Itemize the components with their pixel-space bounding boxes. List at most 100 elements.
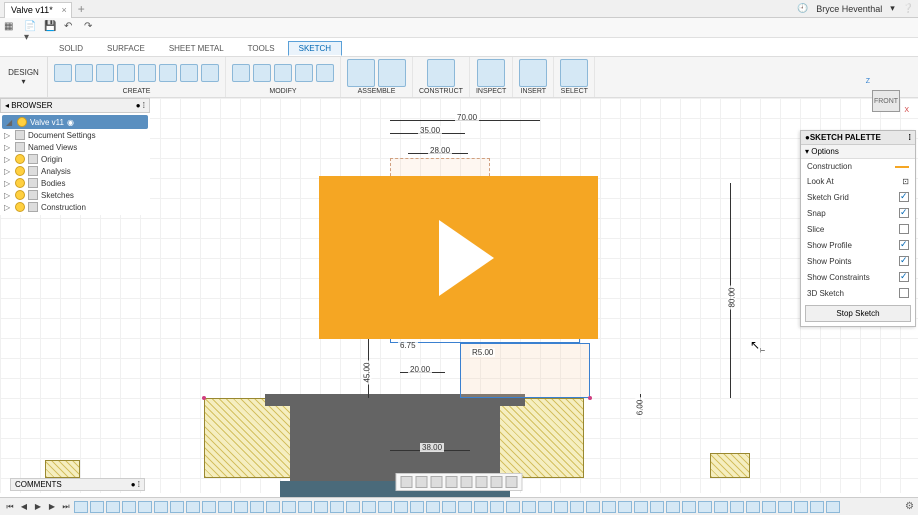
tree-item[interactable]: ▷Bodies — [2, 177, 148, 189]
timeline-feature[interactable] — [218, 501, 232, 513]
polygon-tool-icon[interactable] — [138, 64, 156, 82]
visibility-bulb-icon[interactable] — [15, 202, 25, 212]
lookat-icon[interactable]: ⊡ — [902, 177, 909, 186]
tree-item[interactable]: ▷Named Views — [2, 141, 148, 153]
cube-front-face[interactable]: FRONT — [872, 90, 900, 112]
dimension[interactable]: 28.00 — [428, 146, 452, 155]
dimension[interactable]: 35.00 — [418, 126, 442, 135]
tab-add-icon[interactable]: + — [72, 2, 91, 16]
timeline-feature[interactable] — [570, 501, 584, 513]
tree-toggle-icon[interactable]: ◢ — [6, 118, 14, 127]
tab-sketch[interactable]: SKETCH — [288, 41, 342, 56]
dimension[interactable]: 45.00 — [363, 360, 372, 384]
offset-tool-icon[interactable] — [295, 64, 313, 82]
palette-option-row[interactable]: Show Constraints — [801, 269, 915, 285]
tab-sheetmetal[interactable]: SHEET METAL — [158, 41, 235, 56]
timeline-feature[interactable] — [634, 501, 648, 513]
tab-tools[interactable]: TOOLS — [237, 41, 286, 56]
extend-tool-icon[interactable] — [274, 64, 292, 82]
timeline-feature[interactable] — [74, 501, 88, 513]
comments-settings-icon[interactable]: ● ⁞ — [131, 480, 140, 489]
timeline-feature[interactable] — [458, 501, 472, 513]
timeline-feature[interactable] — [266, 501, 280, 513]
redo-icon[interactable]: ↷ — [84, 21, 98, 35]
palette-section[interactable]: ▾ Options — [801, 145, 915, 159]
text-tool-icon[interactable] — [201, 64, 219, 82]
sketch-point[interactable] — [202, 396, 206, 400]
checkbox[interactable] — [899, 208, 909, 218]
timeline-feature[interactable] — [554, 501, 568, 513]
view-cube[interactable]: Z FRONT X — [866, 80, 906, 120]
select-icon[interactable] — [560, 59, 588, 87]
trim-tool-icon[interactable] — [253, 64, 271, 82]
timeline-feature[interactable] — [586, 501, 600, 513]
move-tool-icon[interactable] — [316, 64, 334, 82]
timeline-feature[interactable] — [106, 501, 120, 513]
palette-option-row[interactable]: Look At⊡ — [801, 174, 915, 189]
dimension[interactable]: 6.75 — [398, 341, 418, 350]
joint-icon[interactable] — [378, 59, 406, 87]
timeline-feature[interactable] — [602, 501, 616, 513]
timeline-feature[interactable] — [346, 501, 360, 513]
timeline-feature[interactable] — [618, 501, 632, 513]
tree-item[interactable]: ▷Analysis — [2, 165, 148, 177]
timeline-feature[interactable] — [522, 501, 536, 513]
timeline-feature[interactable] — [442, 501, 456, 513]
inspect-icon[interactable] — [477, 59, 505, 87]
line-tool-icon[interactable] — [54, 64, 72, 82]
timeline-feature[interactable] — [410, 501, 424, 513]
video-play-overlay[interactable] — [319, 176, 598, 339]
tree-item[interactable]: ▷Construction — [2, 201, 148, 213]
timeline-feature[interactable] — [170, 501, 184, 513]
timeline-feature[interactable] — [810, 501, 824, 513]
timeline-feature[interactable] — [250, 501, 264, 513]
visibility-bulb-icon[interactable] — [17, 117, 27, 127]
timeline-feature[interactable] — [490, 501, 504, 513]
timeline-feature[interactable] — [698, 501, 712, 513]
viewport-icon[interactable] — [506, 476, 518, 488]
palette-option-row[interactable]: Show Profile — [801, 237, 915, 253]
sketch-point[interactable] — [588, 396, 592, 400]
stop-sketch-button[interactable]: Stop Sketch — [805, 305, 911, 322]
visibility-bulb-icon[interactable] — [15, 190, 25, 200]
checkbox[interactable] — [899, 272, 909, 282]
timeline-feature[interactable] — [506, 501, 520, 513]
palette-option-row[interactable]: Slice — [801, 221, 915, 237]
timeline-play-icon[interactable]: ▶ — [32, 501, 44, 513]
checkbox[interactable] — [899, 192, 909, 202]
point-tool-icon[interactable] — [180, 64, 198, 82]
data-panel-icon[interactable]: ▦ — [4, 21, 18, 35]
save-icon[interactable]: 💾 — [44, 21, 58, 35]
timeline-feature[interactable] — [474, 501, 488, 513]
timeline-feature[interactable] — [538, 501, 552, 513]
rect-tool-icon[interactable] — [75, 64, 93, 82]
clock-icon[interactable]: 🕘 — [797, 3, 808, 14]
timeline-feature[interactable] — [298, 501, 312, 513]
checkbox[interactable] — [899, 224, 909, 234]
tree-item[interactable]: ▷Document Settings — [2, 129, 148, 141]
timeline-feature[interactable] — [666, 501, 680, 513]
timeline-feature[interactable] — [186, 501, 200, 513]
timeline-feature[interactable] — [378, 501, 392, 513]
dimension[interactable]: 70.00 — [455, 113, 479, 122]
timeline-prev-icon[interactable]: ◀ — [18, 501, 30, 513]
arc-tool-icon[interactable] — [117, 64, 135, 82]
design-workspace-button[interactable]: DESIGN ▾ — [0, 57, 48, 97]
document-tab[interactable]: Valve v11* × — [4, 2, 72, 18]
timeline-feature[interactable] — [746, 501, 760, 513]
dimension[interactable]: 6.00 — [635, 398, 644, 418]
tree-root[interactable]: ◢ Valve v11 ◉ — [2, 115, 148, 129]
timeline-next-icon[interactable]: ▶ — [46, 501, 58, 513]
timeline-feature[interactable] — [234, 501, 248, 513]
radio-icon[interactable]: ◉ — [67, 118, 74, 127]
palette-header[interactable]: ● SKETCH PALETTE⁞ — [801, 131, 915, 145]
timeline-feature[interactable] — [682, 501, 696, 513]
assemble-icon[interactable] — [347, 59, 375, 87]
zoom-icon[interactable] — [431, 476, 443, 488]
user-name[interactable]: Bryce Heventhal — [816, 4, 882, 14]
timeline-settings-icon[interactable]: ⚙ — [905, 501, 914, 512]
fillet-tool-icon[interactable] — [232, 64, 250, 82]
browser-settings-icon[interactable]: ● ⁞ — [136, 101, 145, 110]
browser-header[interactable]: ◂ BROWSER ● ⁞ — [0, 98, 150, 113]
circle-tool-icon[interactable] — [96, 64, 114, 82]
